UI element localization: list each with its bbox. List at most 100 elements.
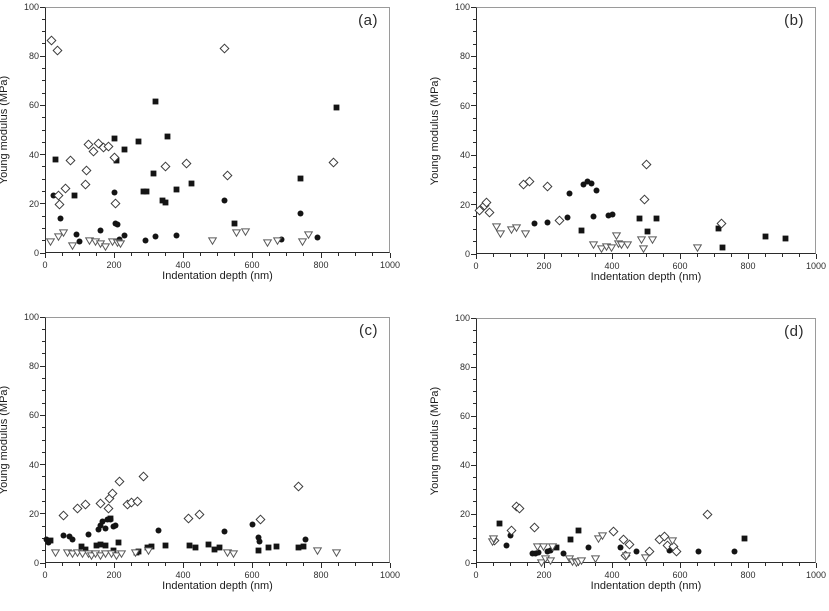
data-point-open-diamond	[181, 156, 192, 169]
data-point-open-diamond	[72, 501, 83, 514]
data-point-filled-circle	[300, 532, 311, 543]
x-minor-tick	[130, 253, 132, 256]
data-point-open-triangle	[597, 528, 608, 541]
y-major-tick	[40, 154, 45, 156]
data-point-open-triangle	[297, 234, 308, 247]
x-major-tick	[543, 563, 545, 568]
data-point-open-diamond	[80, 497, 91, 510]
x-tick-label: 200	[106, 570, 122, 580]
y-tick-label: 80	[459, 51, 470, 62]
y-tick-label: 60	[28, 410, 39, 421]
x-tick-label: 0	[42, 570, 48, 580]
x-major-tick	[815, 254, 817, 259]
x-minor-tick	[764, 563, 766, 566]
y-major-tick	[471, 415, 476, 417]
x-major-tick	[611, 254, 613, 259]
data-point-filled-square	[494, 516, 505, 527]
y-minor-tick	[473, 43, 476, 45]
y-minor-tick	[42, 501, 45, 502]
data-point-filled-square	[214, 540, 225, 551]
data-point-open-triangle	[590, 551, 601, 564]
data-point-filled-circle	[631, 544, 642, 555]
data-point-filled-square	[91, 538, 102, 549]
x-minor-tick	[234, 563, 236, 566]
data-point-filled-circle	[558, 546, 569, 557]
panel-label-d: (d)	[784, 323, 804, 340]
x-minor-tick	[355, 253, 356, 256]
data-point-filled-circle	[153, 523, 164, 534]
x-minor-tick	[781, 563, 783, 566]
panel-d: (d) Indentation depth (nm) Young modulus…	[429, 313, 826, 592]
y-major-tick	[40, 316, 45, 318]
x-minor-tick	[303, 253, 305, 256]
x-tick-label: 0	[473, 570, 479, 580]
data-point-filled-square	[209, 542, 220, 553]
y-minor-tick	[42, 166, 45, 168]
data-point-filled-circle	[100, 521, 111, 532]
data-point-open-triangle	[331, 545, 342, 558]
x-minor-tick	[781, 254, 783, 257]
y-minor-tick	[42, 80, 45, 82]
y-tick-label: 60	[459, 411, 470, 421]
x-minor-tick	[79, 253, 80, 256]
data-point-open-triangle	[111, 548, 122, 560]
data-point-open-diamond	[481, 195, 492, 208]
y-minor-tick	[42, 18, 45, 20]
data-point-open-triangle	[488, 531, 499, 543]
y-tick-label: 0	[33, 558, 39, 568]
x-tick-label: 600	[672, 570, 688, 580]
data-point-open-diamond	[194, 507, 205, 520]
data-point-filled-circle	[542, 215, 553, 226]
data-point-open-diamond	[81, 163, 92, 176]
y-minor-tick	[42, 488, 45, 490]
panel-a: (a) Indentation depth (nm) Young modulus…	[0, 2, 400, 282]
y-major-tick	[40, 203, 45, 205]
data-point-filled-square	[146, 539, 157, 550]
data-point-open-diamond	[659, 529, 670, 542]
y-major-tick	[40, 6, 45, 8]
y-minor-tick	[42, 402, 45, 404]
y-major-tick	[40, 55, 45, 57]
y-minor-tick	[42, 92, 45, 94]
x-minor-tick	[268, 253, 270, 256]
panel-label-a: (a)	[358, 12, 378, 29]
data-point-open-triangle	[606, 240, 617, 253]
data-point-open-diamond	[255, 512, 266, 525]
data-point-filled-square	[171, 182, 182, 193]
y-minor-tick	[473, 92, 476, 94]
data-point-filled-square	[76, 539, 87, 550]
data-point-open-diamond	[54, 197, 65, 210]
x-minor-tick	[372, 253, 374, 256]
y-minor-tick	[42, 378, 45, 379]
x-major-tick	[44, 253, 46, 258]
data-point-open-diamond	[93, 136, 104, 149]
data-point-open-diamond	[506, 523, 517, 536]
data-point-open-triangle	[240, 224, 251, 237]
data-point-open-triangle	[520, 226, 531, 239]
x-axis-label: Indentation depth (nm)	[590, 271, 702, 283]
data-point-filled-circle	[109, 185, 120, 196]
y-major-tick	[471, 204, 476, 206]
y-minor-tick	[473, 378, 476, 380]
x-minor-tick	[234, 253, 236, 256]
data-point-filled-circle	[95, 223, 106, 234]
y-tick-label: 100	[23, 312, 39, 322]
data-point-open-triangle	[545, 553, 556, 565]
data-point-open-triangle	[536, 555, 547, 567]
data-point-filled-circle	[219, 524, 230, 535]
data-point-open-triangle	[67, 238, 78, 250]
y-major-tick	[471, 253, 476, 255]
y-minor-tick	[42, 439, 45, 441]
data-point-open-triangle	[532, 539, 543, 552]
data-point-open-triangle	[207, 233, 218, 246]
y-tick-label: 100	[23, 2, 39, 12]
y-minor-tick	[473, 403, 476, 405]
y-minor-tick	[473, 167, 476, 169]
data-point-open-triangle	[100, 239, 111, 252]
data-point-filled-square	[108, 543, 119, 554]
x-major-tick	[475, 563, 477, 568]
data-point-open-triangle	[547, 539, 558, 552]
x-axis-label: Indentation depth (nm)	[162, 580, 273, 592]
y-minor-tick	[42, 227, 45, 229]
data-point-open-triangle	[506, 222, 517, 235]
